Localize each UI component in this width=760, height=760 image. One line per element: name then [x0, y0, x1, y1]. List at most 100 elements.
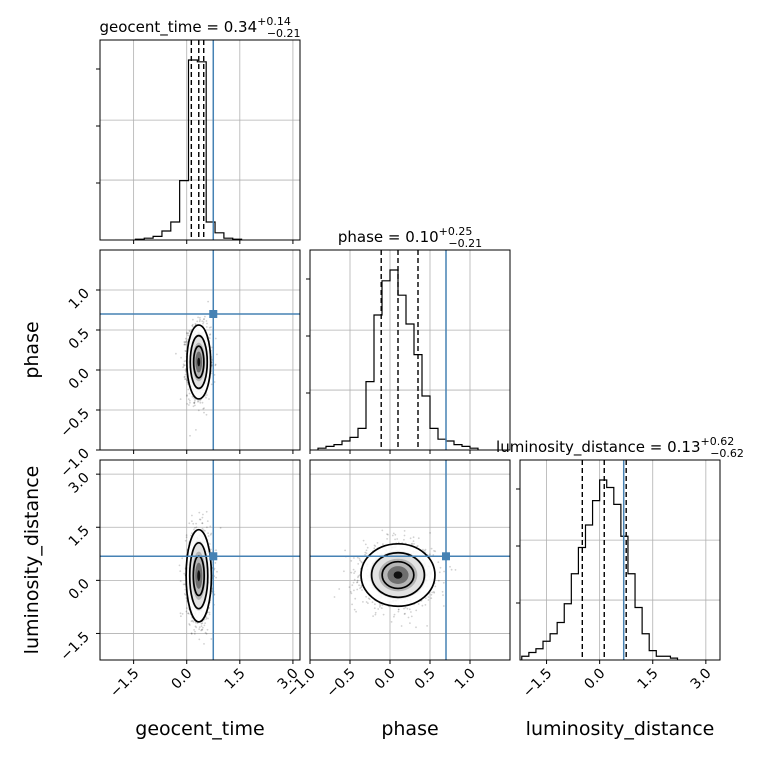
title-geocent_time: geocent_time = 0.34+0.14 −0.21: [99, 15, 300, 40]
sample-point: [390, 621, 393, 623]
sample-point: [198, 628, 201, 630]
y-tick-label: 0.5: [66, 326, 93, 353]
sample-point: [424, 604, 427, 606]
sample-point: [413, 543, 415, 545]
x-tick-label: −1.5: [107, 666, 142, 701]
sample-point: [202, 321, 205, 323]
sample-point: [192, 620, 195, 623]
sample-point: [353, 572, 355, 574]
sample-point: [183, 376, 186, 379]
sample-point: [204, 315, 206, 318]
sample-point: [185, 610, 188, 613]
sample-point: [415, 626, 417, 629]
sample-point: [191, 619, 194, 622]
sample-point: [354, 597, 357, 600]
sample-point: [192, 405, 195, 408]
sample-point: [408, 608, 411, 611]
sample-point: [184, 341, 187, 343]
sample-point: [198, 638, 201, 641]
density-fill-4: [197, 570, 201, 582]
y-tick-label: 0.0: [66, 366, 93, 393]
sample-point: [202, 322, 204, 325]
sample-point: [198, 518, 201, 521]
density-geocent_time-phase: [175, 300, 218, 437]
sample-point: [352, 581, 355, 584]
sample-point: [194, 322, 197, 325]
sample-point: [364, 553, 366, 556]
sample-point: [449, 565, 451, 568]
sample-point: [362, 539, 365, 542]
sample-point: [202, 408, 205, 410]
sample-point: [400, 625, 403, 627]
sample-point: [182, 366, 185, 369]
sample-point: [368, 598, 371, 600]
sample-point: [179, 570, 182, 572]
sample-point: [182, 363, 185, 366]
sample-point: [422, 548, 424, 551]
sample-point: [202, 318, 205, 321]
sample-point: [188, 329, 191, 332]
sample-point: [183, 343, 186, 346]
sample-point: [186, 403, 189, 405]
title-minus: −0.62: [710, 447, 744, 460]
histogram-luminosity_distance: [521, 479, 679, 660]
sample-point: [209, 525, 212, 528]
sample-point: [209, 548, 212, 551]
sample-point: [184, 341, 187, 343]
sample-point: [357, 563, 360, 565]
sample-point: [410, 611, 412, 613]
sample-point: [206, 394, 208, 396]
y-tick-label: −1.5: [57, 629, 92, 664]
sample-point: [180, 615, 182, 618]
sample-point: [353, 589, 355, 592]
sample-point: [428, 553, 431, 556]
contour-line-1: [188, 541, 209, 610]
sample-point: [427, 596, 430, 598]
sample-point: [199, 518, 202, 521]
panel-frame: [519, 459, 721, 661]
sample-point: [192, 318, 194, 321]
title-plus: +0.62: [701, 435, 735, 448]
sample-point: [197, 316, 200, 319]
sample-point: [187, 388, 190, 391]
x-axis-label-luminosity_distance: luminosity_distance: [526, 718, 715, 740]
sample-point: [410, 615, 413, 618]
sample-point: [183, 583, 186, 586]
sample-point: [360, 560, 363, 563]
sample-point: [208, 611, 211, 614]
sample-point: [343, 570, 345, 573]
sample-point: [442, 581, 445, 584]
sample-point: [381, 604, 384, 607]
sample-point: [197, 400, 199, 403]
sample-point: [350, 571, 353, 574]
sample-point: [205, 320, 208, 322]
sample-point: [430, 547, 433, 550]
sample-point: [394, 538, 396, 541]
sample-point: [373, 544, 376, 547]
sample-point: [213, 567, 216, 570]
sample-point: [204, 622, 207, 624]
sample-point: [386, 538, 388, 540]
sample-point: [179, 612, 182, 615]
x-axis-label-geocent_time: geocent_time: [135, 718, 264, 740]
sample-point: [193, 633, 196, 635]
sample-point: [199, 399, 201, 402]
sample-point: [191, 395, 194, 398]
sample-point: [201, 527, 204, 530]
sample-point: [424, 548, 427, 551]
sample-point: [210, 326, 212, 328]
sample-point: [194, 630, 196, 633]
sample-point: [197, 399, 200, 402]
sample-point: [426, 625, 428, 627]
sample-point: [194, 526, 196, 529]
contour-line-2: [381, 560, 415, 590]
sample-point: [209, 334, 211, 336]
panel-phase-luminosity_distance: −1.0 −0.5 0.0 0.5 1.0: [283, 459, 511, 701]
sample-point: [216, 353, 218, 356]
sample-point: [403, 534, 406, 537]
sample-point: [201, 628, 204, 631]
sample-point: [205, 413, 208, 416]
sample-point: [433, 591, 436, 594]
sample-point: [412, 540, 415, 542]
sample-point: [191, 532, 193, 535]
